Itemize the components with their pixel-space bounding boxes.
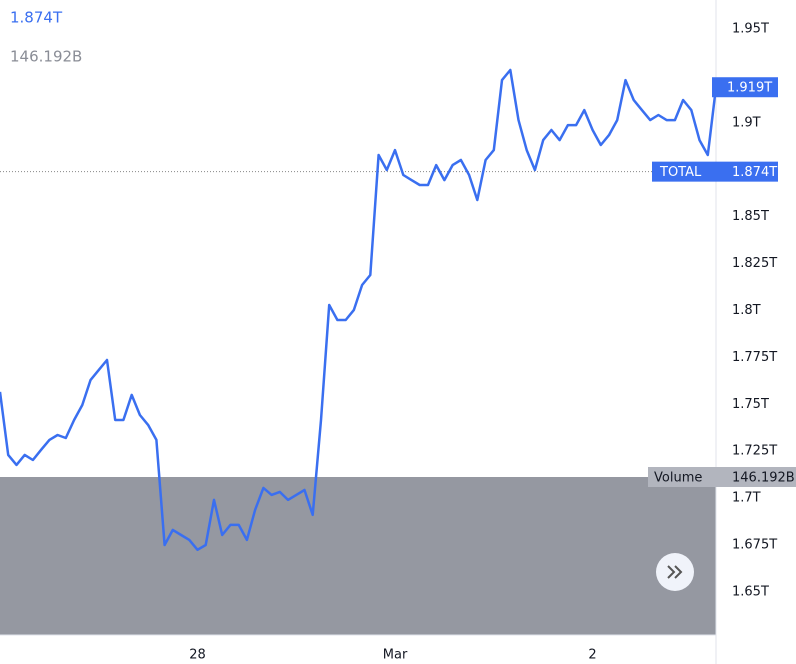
- last-price-box: [712, 77, 778, 98]
- price-line: [0, 68, 718, 552]
- x-tick-label: 2: [588, 648, 596, 663]
- legend-value: 1.874T: [10, 9, 63, 27]
- scroll-icon[interactable]: [667, 565, 683, 579]
- volume-value: 146.192B: [732, 471, 795, 486]
- y-tick-label: 1.725T: [732, 444, 777, 459]
- y-tick-label: 1.9T: [732, 115, 761, 130]
- y-tick-label: 1.775T: [732, 350, 777, 365]
- y-tick-label: 1.8T: [732, 303, 761, 318]
- volume-box: [648, 467, 796, 487]
- x-tick-label: Mar: [383, 648, 408, 663]
- last-price-label: 1.919T: [727, 81, 772, 96]
- volume-pane: [0, 477, 716, 635]
- y-tick-label: 1.75T: [732, 397, 769, 412]
- total-box: [652, 161, 778, 182]
- y-tick-label: 1.825T: [732, 256, 777, 271]
- total-value: 1.874T: [732, 165, 777, 180]
- y-tick-label: 1.65T: [732, 584, 769, 599]
- x-tick-label: 28: [189, 648, 206, 663]
- y-tick-label: 1.95T: [732, 22, 769, 37]
- volume-label: Volume: [654, 471, 702, 486]
- y-tick-label: 1.7T: [732, 491, 761, 506]
- scroll-button[interactable]: [656, 553, 694, 591]
- y-tick-label: 1.85T: [732, 209, 769, 224]
- total-label: TOTAL: [659, 165, 702, 180]
- y-tick-label: 1.675T: [732, 537, 777, 552]
- legend-volume: 146.192B: [10, 48, 82, 66]
